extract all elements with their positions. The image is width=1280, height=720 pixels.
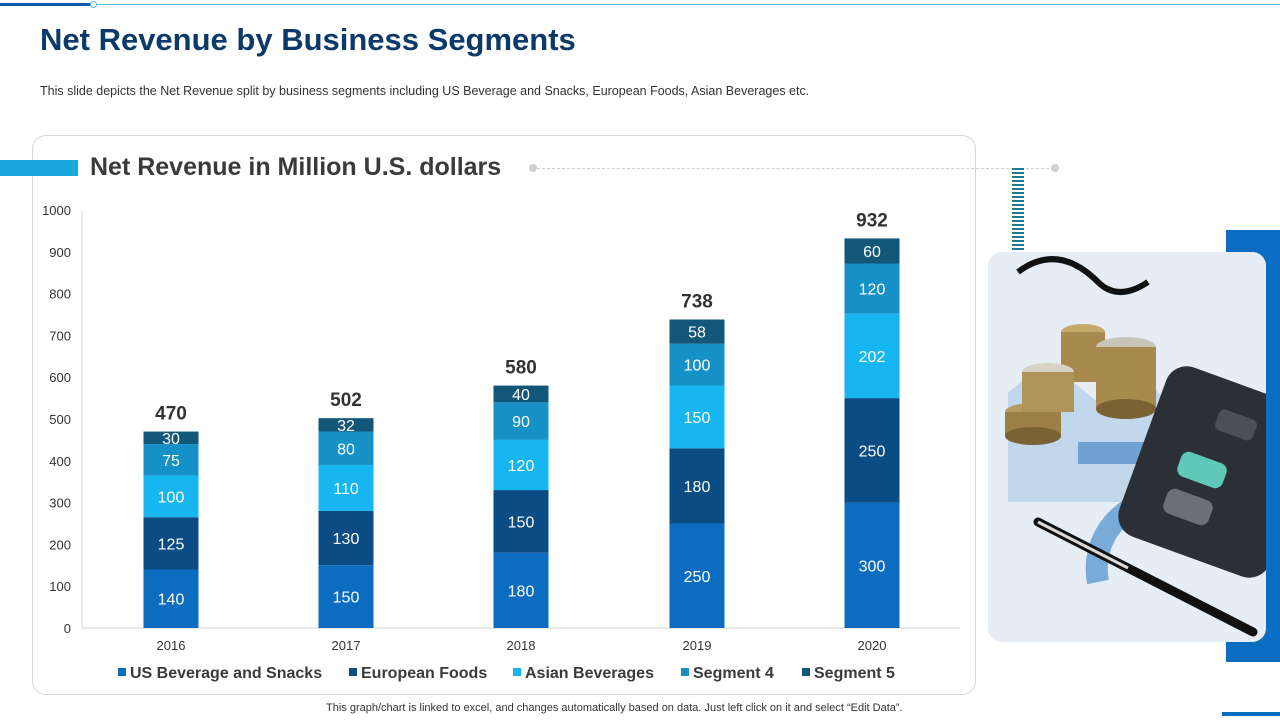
bar-segment-value-label: 40 [512,387,530,404]
bar-segment-value-label: 202 [859,349,886,366]
bar-segment [669,448,725,524]
bar-segment [318,464,374,511]
y-tick-label: 800 [49,287,71,302]
bar-segment-value-label: 120 [508,458,535,475]
bar-segment-value-label: 180 [684,479,711,496]
bar-segment-value-label: 180 [508,583,535,600]
y-tick-label: 300 [49,496,71,511]
bar-segment [493,490,549,553]
bar-segment [318,418,374,432]
legend-label: US Beverage and Snacks [130,665,322,682]
y-tick-label: 500 [49,412,71,427]
bar-segment [143,444,199,476]
bar-segment [844,398,900,503]
finance-photo [988,252,1266,642]
legend-swatch [681,668,689,676]
legend-label: Segment 4 [693,665,774,682]
bar-total-label: 932 [856,210,888,231]
title-dotted-line [532,168,1054,169]
legend-swatch [802,668,810,676]
top-rule [0,4,1280,5]
bar-segment [318,565,374,628]
bar-segment-value-label: 300 [859,558,886,575]
bar-segment-value-label: 30 [162,431,180,448]
bar-segment-value-label: 110 [333,481,359,498]
bar-segment-value-label: 80 [337,441,355,458]
bar-segment [493,385,549,403]
bar-segment-value-label: 250 [684,569,711,586]
x-tick-label: 2017 [332,638,361,653]
y-tick-label: 900 [49,245,71,260]
y-tick-label: 200 [49,537,71,552]
bar-segment [143,517,199,570]
x-tick-label: 2018 [507,638,536,653]
top-rule-dot [90,1,97,8]
y-tick-label: 700 [49,328,71,343]
bar-segment-value-label: 125 [158,536,185,553]
y-tick-label: 600 [49,370,71,385]
page-subtitle: This slide depicts the Net Revenue split… [40,84,810,98]
decorative-bottom-accent [1222,712,1280,716]
bar-segment-value-label: 90 [512,414,530,431]
bar-segment-value-label: 150 [508,514,535,531]
y-tick-label: 400 [49,454,71,469]
bar-segment [669,523,725,628]
bar-total-label: 738 [681,292,713,313]
bar-segment [493,439,549,491]
bar-segment [493,402,549,440]
top-rule-accent [0,3,92,6]
bar-segment [844,263,900,314]
bar-segment-value-label: 120 [859,282,886,299]
x-tick-label: 2020 [858,638,887,653]
bar-segment [318,510,374,566]
x-tick-label: 2019 [683,638,712,653]
page-title: Net Revenue by Business Segments [40,22,576,57]
decorative-stripes [1012,168,1024,250]
chart-title: Net Revenue in Million U.S. dollars [90,153,502,181]
bar-total-label: 580 [505,358,537,379]
stacked-bar-chart: 0 100 200 300 400 500 600 700 800 900 1000 140 125 10… [42,203,960,682]
bar-total-label: 470 [155,404,187,425]
legend-label: Asian Beverages [525,665,654,682]
bar-segment [143,431,199,445]
bar-segment-value-label: 58 [688,325,706,342]
bar-segment [669,343,725,386]
bar-segment-value-label: 100 [158,489,185,506]
bar-segment [844,313,900,399]
bar-segment [143,569,199,628]
y-tick-label: 100 [49,579,71,594]
dotted-line-start-dot [529,164,537,172]
bar-segment-value-label: 250 [859,443,886,460]
dotted-line-end-dot [1051,164,1059,172]
bar-segment [844,238,900,264]
bar-segment-value-label: 130 [333,531,360,548]
legend-swatch [349,668,357,676]
footnote: This graph/chart is linked to excel, and… [326,702,903,714]
bar-segment-value-label: 150 [333,590,360,607]
finance-photo-icon [988,252,1266,642]
bar-segment-value-label: 140 [158,592,185,609]
legend-label: Segment 5 [814,665,895,682]
bar-segment [669,319,725,344]
bar-total-label: 502 [330,390,362,411]
bar-segment [669,385,725,449]
bar-segment-value-label: 150 [684,410,711,427]
legend-swatch [513,668,521,676]
legend-swatch [118,668,126,676]
chart-title-accent-bar [0,160,78,176]
x-tick-label: 2016 [157,638,186,653]
bar-segment-value-label: 100 [684,358,711,375]
legend-label: European Foods [361,665,487,682]
bar-segment [143,475,199,518]
bar-segment [844,502,900,628]
bar-segment [318,431,374,465]
bar-segment-value-label: 75 [162,453,180,470]
bar-segment [493,552,549,628]
y-tick-label: 1000 [42,203,71,218]
y-tick-label: 0 [64,621,71,636]
bar-segment-value-label: 60 [863,244,881,261]
bar-segment-value-label: 32 [337,418,355,435]
